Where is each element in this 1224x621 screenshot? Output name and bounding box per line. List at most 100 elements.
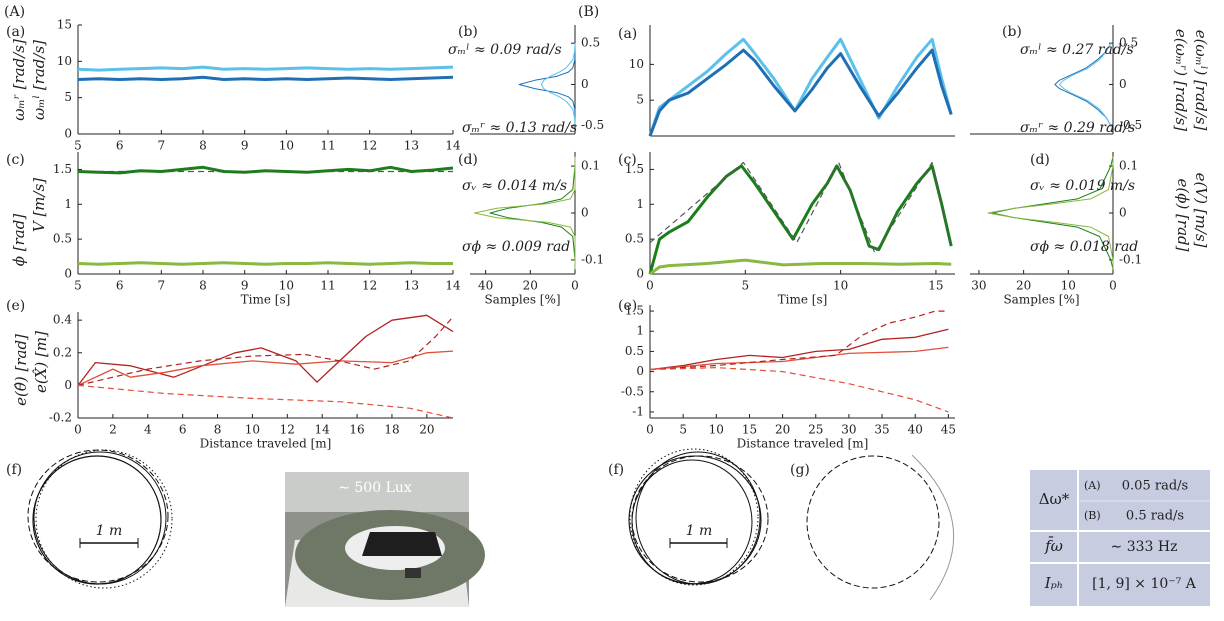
y-tick-label: -0.5 bbox=[1119, 118, 1142, 132]
x-tick-label: 10 bbox=[279, 139, 294, 153]
annotation: σᵥ ≈ 0.019 m/s bbox=[1030, 178, 1135, 194]
x-tick-label: 10 bbox=[279, 279, 294, 293]
figure-label: (A) bbox=[4, 4, 25, 20]
series-line bbox=[649, 328, 949, 371]
y-tick-label: 1 bbox=[636, 197, 644, 211]
annotation: σϕ ≈ 0.009 rad bbox=[462, 239, 570, 255]
panel-label: (g) bbox=[790, 462, 810, 478]
x-tick-label: 12 bbox=[280, 423, 295, 437]
x-tick-label: 5 bbox=[74, 139, 82, 153]
y-tick-label: 1.5 bbox=[625, 162, 644, 176]
table-cell: 0.05 rad/s bbox=[1122, 479, 1188, 494]
x-tick-label: 5 bbox=[679, 423, 687, 437]
x-tick-label: 14 bbox=[315, 423, 331, 437]
x-tick-label: 20 bbox=[523, 279, 538, 293]
y-axis-label: e(θ̂) [rad] bbox=[12, 334, 30, 406]
series-line bbox=[77, 384, 454, 419]
series-line bbox=[77, 261, 453, 266]
y-axis-label: e(ϕ) [rad] bbox=[1174, 179, 1192, 252]
series-line bbox=[648, 48, 953, 137]
y-tick-label: 0 bbox=[636, 267, 644, 281]
x-tick-label: 8 bbox=[199, 139, 207, 153]
y-tick-label: -0.1 bbox=[1119, 252, 1142, 266]
table-row-label: f̄ω bbox=[1044, 537, 1063, 555]
series-line bbox=[474, 156, 576, 270]
series-line bbox=[649, 258, 952, 276]
y-tick-label: -0.5 bbox=[621, 384, 644, 398]
series-line bbox=[649, 161, 952, 254]
y-tick-label: -0.1 bbox=[581, 252, 604, 266]
series-line bbox=[518, 43, 576, 126]
x-tick-label: 11 bbox=[320, 139, 335, 153]
table-cell: ∼ 333 Hz bbox=[1111, 539, 1178, 555]
y-axis-label: ϕ [rad] bbox=[10, 214, 28, 267]
series-line bbox=[1054, 42, 1112, 126]
annotation: σᵥ ≈ 0.014 m/s bbox=[462, 178, 567, 194]
annotation: σₘʳ ≈ 0.13 rad/s bbox=[462, 120, 577, 136]
panel-label: (e) bbox=[618, 298, 637, 314]
series-line bbox=[649, 310, 949, 371]
x-tick-label: 25 bbox=[808, 423, 823, 437]
x-tick-label: 7 bbox=[158, 279, 166, 293]
trajectory-a bbox=[27, 449, 173, 589]
x-axis-label: Time [s] bbox=[241, 293, 291, 307]
x-tick-label: 14 bbox=[445, 139, 461, 153]
y-tick-label: 0 bbox=[636, 364, 644, 378]
x-tick-label: 9 bbox=[241, 139, 249, 153]
series-line bbox=[489, 156, 576, 270]
figure-label: (B) bbox=[578, 4, 599, 20]
x-tick-label: 6 bbox=[179, 423, 187, 437]
table-row-label: Iₚₕ bbox=[1044, 574, 1063, 592]
annotation: σϕ ≈ 0.018 rad bbox=[1030, 239, 1138, 255]
x-tick-label: 6 bbox=[116, 139, 124, 153]
x-tick-label: 20 bbox=[419, 423, 434, 437]
x-tick-label: 10 bbox=[1061, 279, 1076, 293]
y-tick-label: 10 bbox=[57, 54, 72, 68]
y-tick-label: 1.5 bbox=[625, 304, 644, 318]
panel-label: (f) bbox=[6, 462, 22, 478]
x-tick-label: 11 bbox=[320, 279, 335, 293]
x-axis-label: Distance traveled [m] bbox=[200, 437, 332, 451]
x-tick-label: 9 bbox=[241, 279, 249, 293]
panel-label: (c) bbox=[618, 152, 637, 168]
y-tick-label: 0.1 bbox=[581, 159, 600, 173]
panel-label: (b) bbox=[458, 24, 478, 40]
series-line bbox=[1058, 42, 1112, 126]
panel-label: (b) bbox=[1002, 24, 1022, 40]
series-line bbox=[77, 75, 454, 81]
scale-label: 1 m bbox=[686, 523, 713, 539]
series-line bbox=[649, 367, 949, 413]
x-tick-label: 5 bbox=[74, 279, 82, 293]
scale-label: 1 m bbox=[96, 523, 123, 539]
y-tick-label: -1 bbox=[632, 404, 644, 418]
x-tick-label: 8 bbox=[214, 423, 222, 437]
x-tick-label: 15 bbox=[742, 423, 757, 437]
series-line bbox=[648, 164, 953, 275]
x-tick-label: 0 bbox=[646, 423, 654, 437]
series-line bbox=[987, 156, 1114, 270]
trajectory-b bbox=[628, 448, 769, 586]
y-tick-label: 0.5 bbox=[1119, 36, 1138, 50]
x-tick-label: 20 bbox=[1016, 279, 1031, 293]
y-tick-label: 0.5 bbox=[581, 36, 600, 50]
y-axis-label: e(X̂) [m] bbox=[32, 331, 50, 393]
y-axis-label: e(V) [m/s] bbox=[1192, 173, 1210, 248]
photo bbox=[285, 472, 485, 607]
y-axis-label: e(ωₘʳ) [rad/s] bbox=[1172, 29, 1190, 131]
series-line bbox=[541, 43, 576, 126]
y-tick-label: 15 bbox=[57, 18, 72, 32]
y-tick-label: 0.4 bbox=[53, 313, 72, 327]
x-tick-label: 10 bbox=[709, 423, 724, 437]
y-tick-label: 0 bbox=[581, 77, 589, 91]
x-tick-label: 40 bbox=[478, 279, 493, 293]
x-tick-label: 35 bbox=[874, 423, 889, 437]
x-tick-label: 12 bbox=[362, 279, 377, 293]
x-tick-label: 10 bbox=[245, 423, 260, 437]
x-tick-label: 10 bbox=[833, 279, 848, 293]
series-line bbox=[77, 65, 454, 72]
table bbox=[1030, 470, 1210, 606]
panel-label: (e) bbox=[6, 298, 25, 314]
table-cell: 0.5 rad/s bbox=[1126, 509, 1184, 524]
y-tick-label: 0 bbox=[1119, 206, 1127, 220]
